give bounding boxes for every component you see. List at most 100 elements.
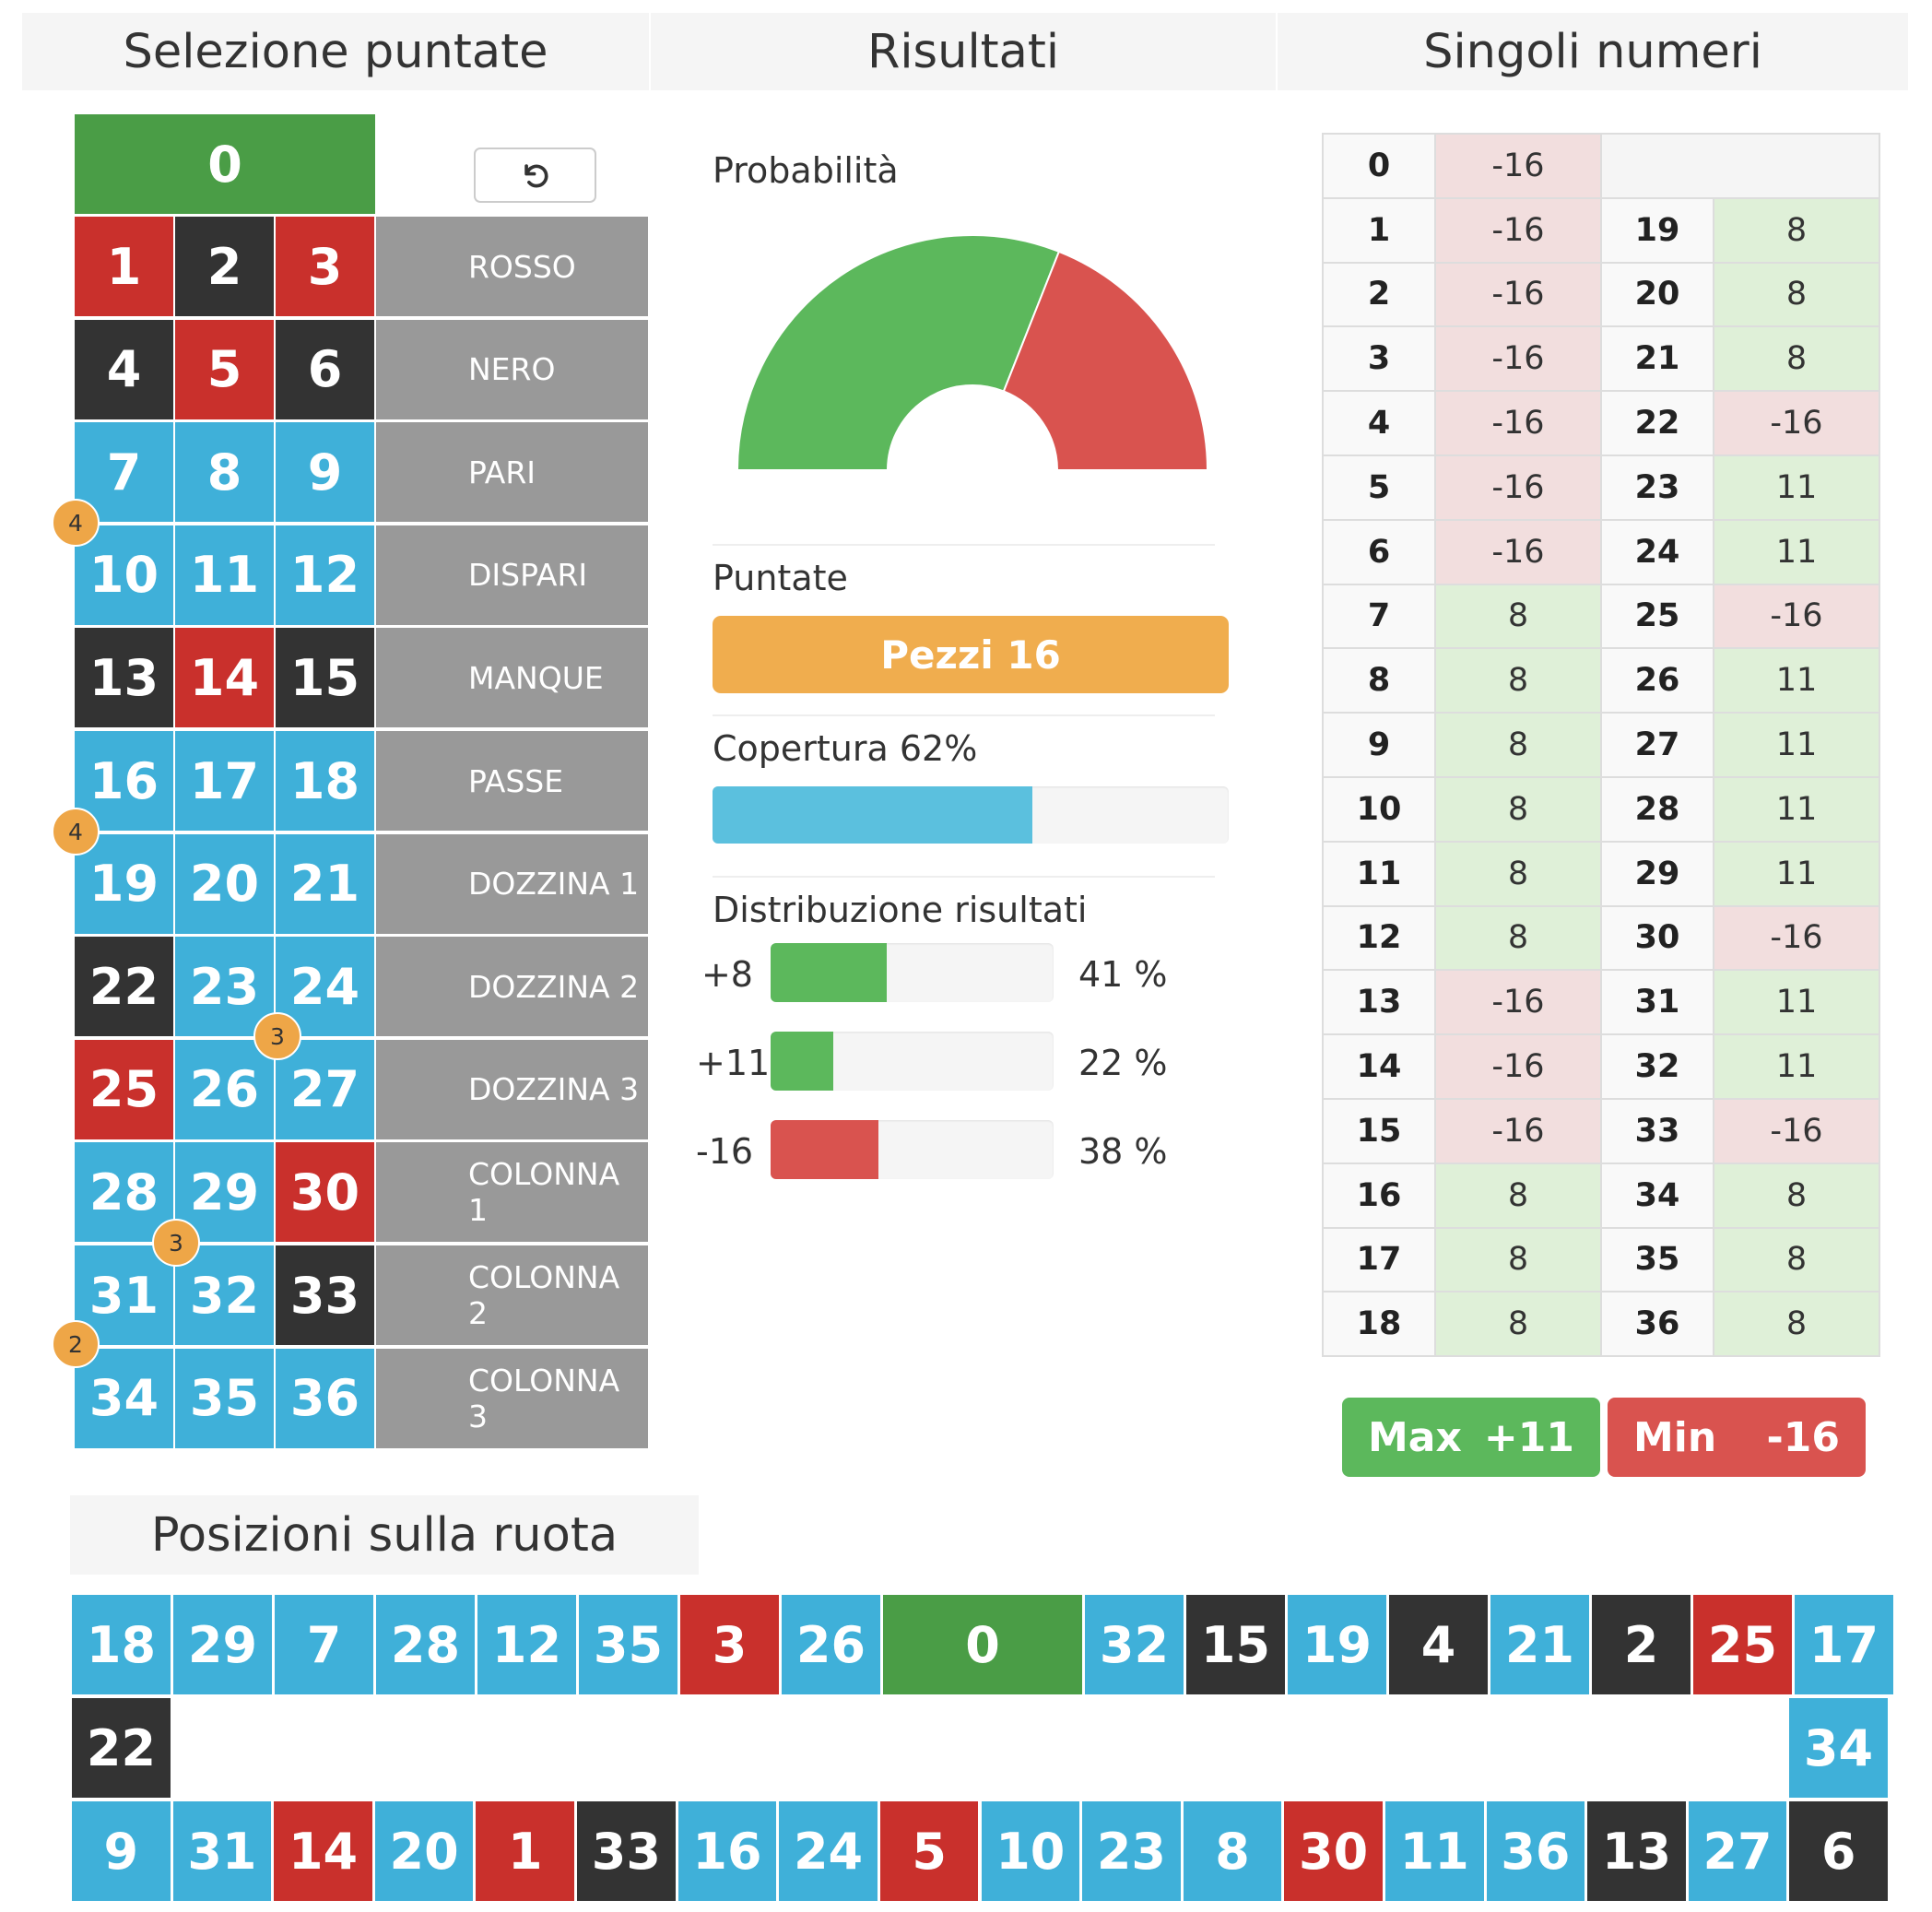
outside-bet[interactable]: COLONNA 3 (376, 1348, 648, 1448)
board-number[interactable]: 2 (175, 217, 274, 316)
max-value: +11 (1483, 1413, 1574, 1461)
bet-chip[interactable]: 4 (52, 808, 100, 856)
board-number[interactable]: 21 (276, 833, 374, 934)
min-badge: Min -16 (1608, 1398, 1866, 1477)
board-number[interactable]: 17 (175, 731, 274, 831)
board-number[interactable]: 5 (175, 319, 274, 419)
wheel-number: 12 (477, 1595, 576, 1694)
table-number: 36 (1602, 1292, 1714, 1358)
board-number[interactable]: 4 (75, 319, 173, 419)
table-value: -16 (1714, 906, 1880, 972)
board-number[interactable]: 13 (75, 628, 173, 728)
outside-bet[interactable]: COLONNA 1 (376, 1142, 648, 1243)
distribution-bar (771, 943, 1054, 1002)
divider (713, 876, 1215, 878)
board-number[interactable]: 25 (75, 1039, 173, 1139)
board-number[interactable]: 6 (276, 319, 374, 419)
table-number: 15 (1324, 1100, 1436, 1164)
board-number[interactable]: 30 (276, 1142, 374, 1243)
table-number: 20 (1602, 263, 1714, 328)
board-number[interactable]: 19 (75, 833, 173, 934)
board-number[interactable]: 20 (175, 833, 274, 934)
wheel-number: 5 (879, 1801, 979, 1901)
wheel-number: 28 (376, 1595, 475, 1694)
outside-bet[interactable]: PARI (376, 422, 648, 523)
table-number: 22 (1602, 392, 1714, 456)
table-value: 11 (1714, 778, 1880, 843)
outside-bet[interactable]: DISPARI (376, 525, 648, 625)
table-value: -16 (1714, 1100, 1880, 1164)
wheel-number: 27 (1688, 1801, 1787, 1901)
outside-bet[interactable]: PASSE (376, 731, 648, 831)
board-number[interactable]: 8 (175, 422, 274, 523)
wheel-number: 3 (680, 1595, 779, 1694)
table-number: 18 (1324, 1292, 1436, 1358)
outside-bet[interactable]: DOZZINA 3 (376, 1039, 648, 1139)
outside-bet[interactable]: DOZZINA 1 (376, 833, 648, 934)
table-number: 5 (1324, 456, 1436, 521)
table-value: 8 (1436, 1163, 1602, 1229)
table-number: 16 (1324, 1163, 1436, 1229)
wheel-number: 31 (172, 1801, 272, 1901)
wheel-number: 15 (1186, 1595, 1285, 1694)
undo-icon (524, 164, 548, 188)
board-number[interactable]: 1 (75, 217, 173, 316)
bet-chip[interactable]: 2 (52, 1320, 100, 1368)
divider (713, 714, 1215, 716)
reset-button[interactable] (474, 148, 596, 203)
board-number[interactable]: 26 (175, 1039, 274, 1139)
table-number: 1 (1324, 198, 1436, 264)
board-number[interactable]: 18 (276, 731, 374, 831)
table-value: -16 (1436, 456, 1602, 521)
table-value: -16 (1436, 263, 1602, 328)
outside-bet[interactable]: ROSSO (376, 217, 648, 316)
outside-bet[interactable]: COLONNA 2 (376, 1245, 648, 1345)
min-value: -16 (1766, 1413, 1841, 1461)
table-value: 8 (1436, 714, 1602, 778)
table-number: 2 (1324, 263, 1436, 328)
table-value: -16 (1436, 1100, 1602, 1164)
board-number[interactable]: 22 (75, 937, 173, 1037)
bet-chip[interactable]: 3 (152, 1219, 200, 1267)
table-value: 8 (1436, 1228, 1602, 1293)
table-number: 6 (1324, 520, 1436, 585)
board-number[interactable]: 15 (276, 628, 374, 728)
bet-chip[interactable]: 4 (52, 499, 100, 547)
table-value: -16 (1436, 198, 1602, 264)
board-number[interactable]: 35 (175, 1348, 274, 1448)
board-number[interactable]: 14 (175, 628, 274, 728)
board-number[interactable]: 32 (175, 1245, 274, 1345)
wheel-number: 21 (1490, 1595, 1589, 1694)
outside-bet[interactable]: NERO (376, 319, 648, 419)
outside-bet[interactable]: MANQUE (376, 628, 648, 728)
board-number[interactable]: 23 (175, 937, 274, 1037)
board-number[interactable]: 29 (175, 1142, 274, 1243)
board-number[interactable]: 11 (175, 525, 274, 625)
board-number[interactable]: 9 (276, 422, 374, 523)
board-number[interactable]: 27 (276, 1039, 374, 1139)
wheel-number: 4 (1389, 1595, 1488, 1694)
board-number[interactable]: 28 (75, 1142, 173, 1243)
board-number[interactable]: 36 (276, 1348, 374, 1448)
wheel-number: 25 (1693, 1595, 1792, 1694)
bet-chip[interactable]: 3 (253, 1012, 301, 1060)
wheel-number: 36 (1486, 1801, 1585, 1901)
table-empty-cell (1602, 135, 1880, 199)
board-number[interactable]: 33 (276, 1245, 374, 1345)
divider (713, 544, 1215, 546)
wheel-number: 7 (275, 1595, 373, 1694)
table-value: -16 (1436, 1035, 1602, 1100)
board-number[interactable]: 31 (75, 1245, 173, 1345)
wheel-number: 32 (1085, 1595, 1184, 1694)
wheel-number: 34 (1789, 1698, 1888, 1798)
board-number[interactable]: 12 (276, 525, 374, 625)
board-number[interactable]: 10 (75, 525, 173, 625)
board-zero[interactable]: 0 (75, 114, 375, 214)
probability-gauge (736, 234, 1209, 471)
outside-bet[interactable]: DOZZINA 2 (376, 937, 648, 1037)
table-number: 7 (1324, 584, 1436, 650)
table-number: 14 (1324, 1035, 1436, 1100)
probabilita-label: Probabilità (713, 150, 899, 191)
board-number[interactable]: 3 (276, 217, 374, 316)
board-number[interactable]: 34 (75, 1348, 173, 1448)
